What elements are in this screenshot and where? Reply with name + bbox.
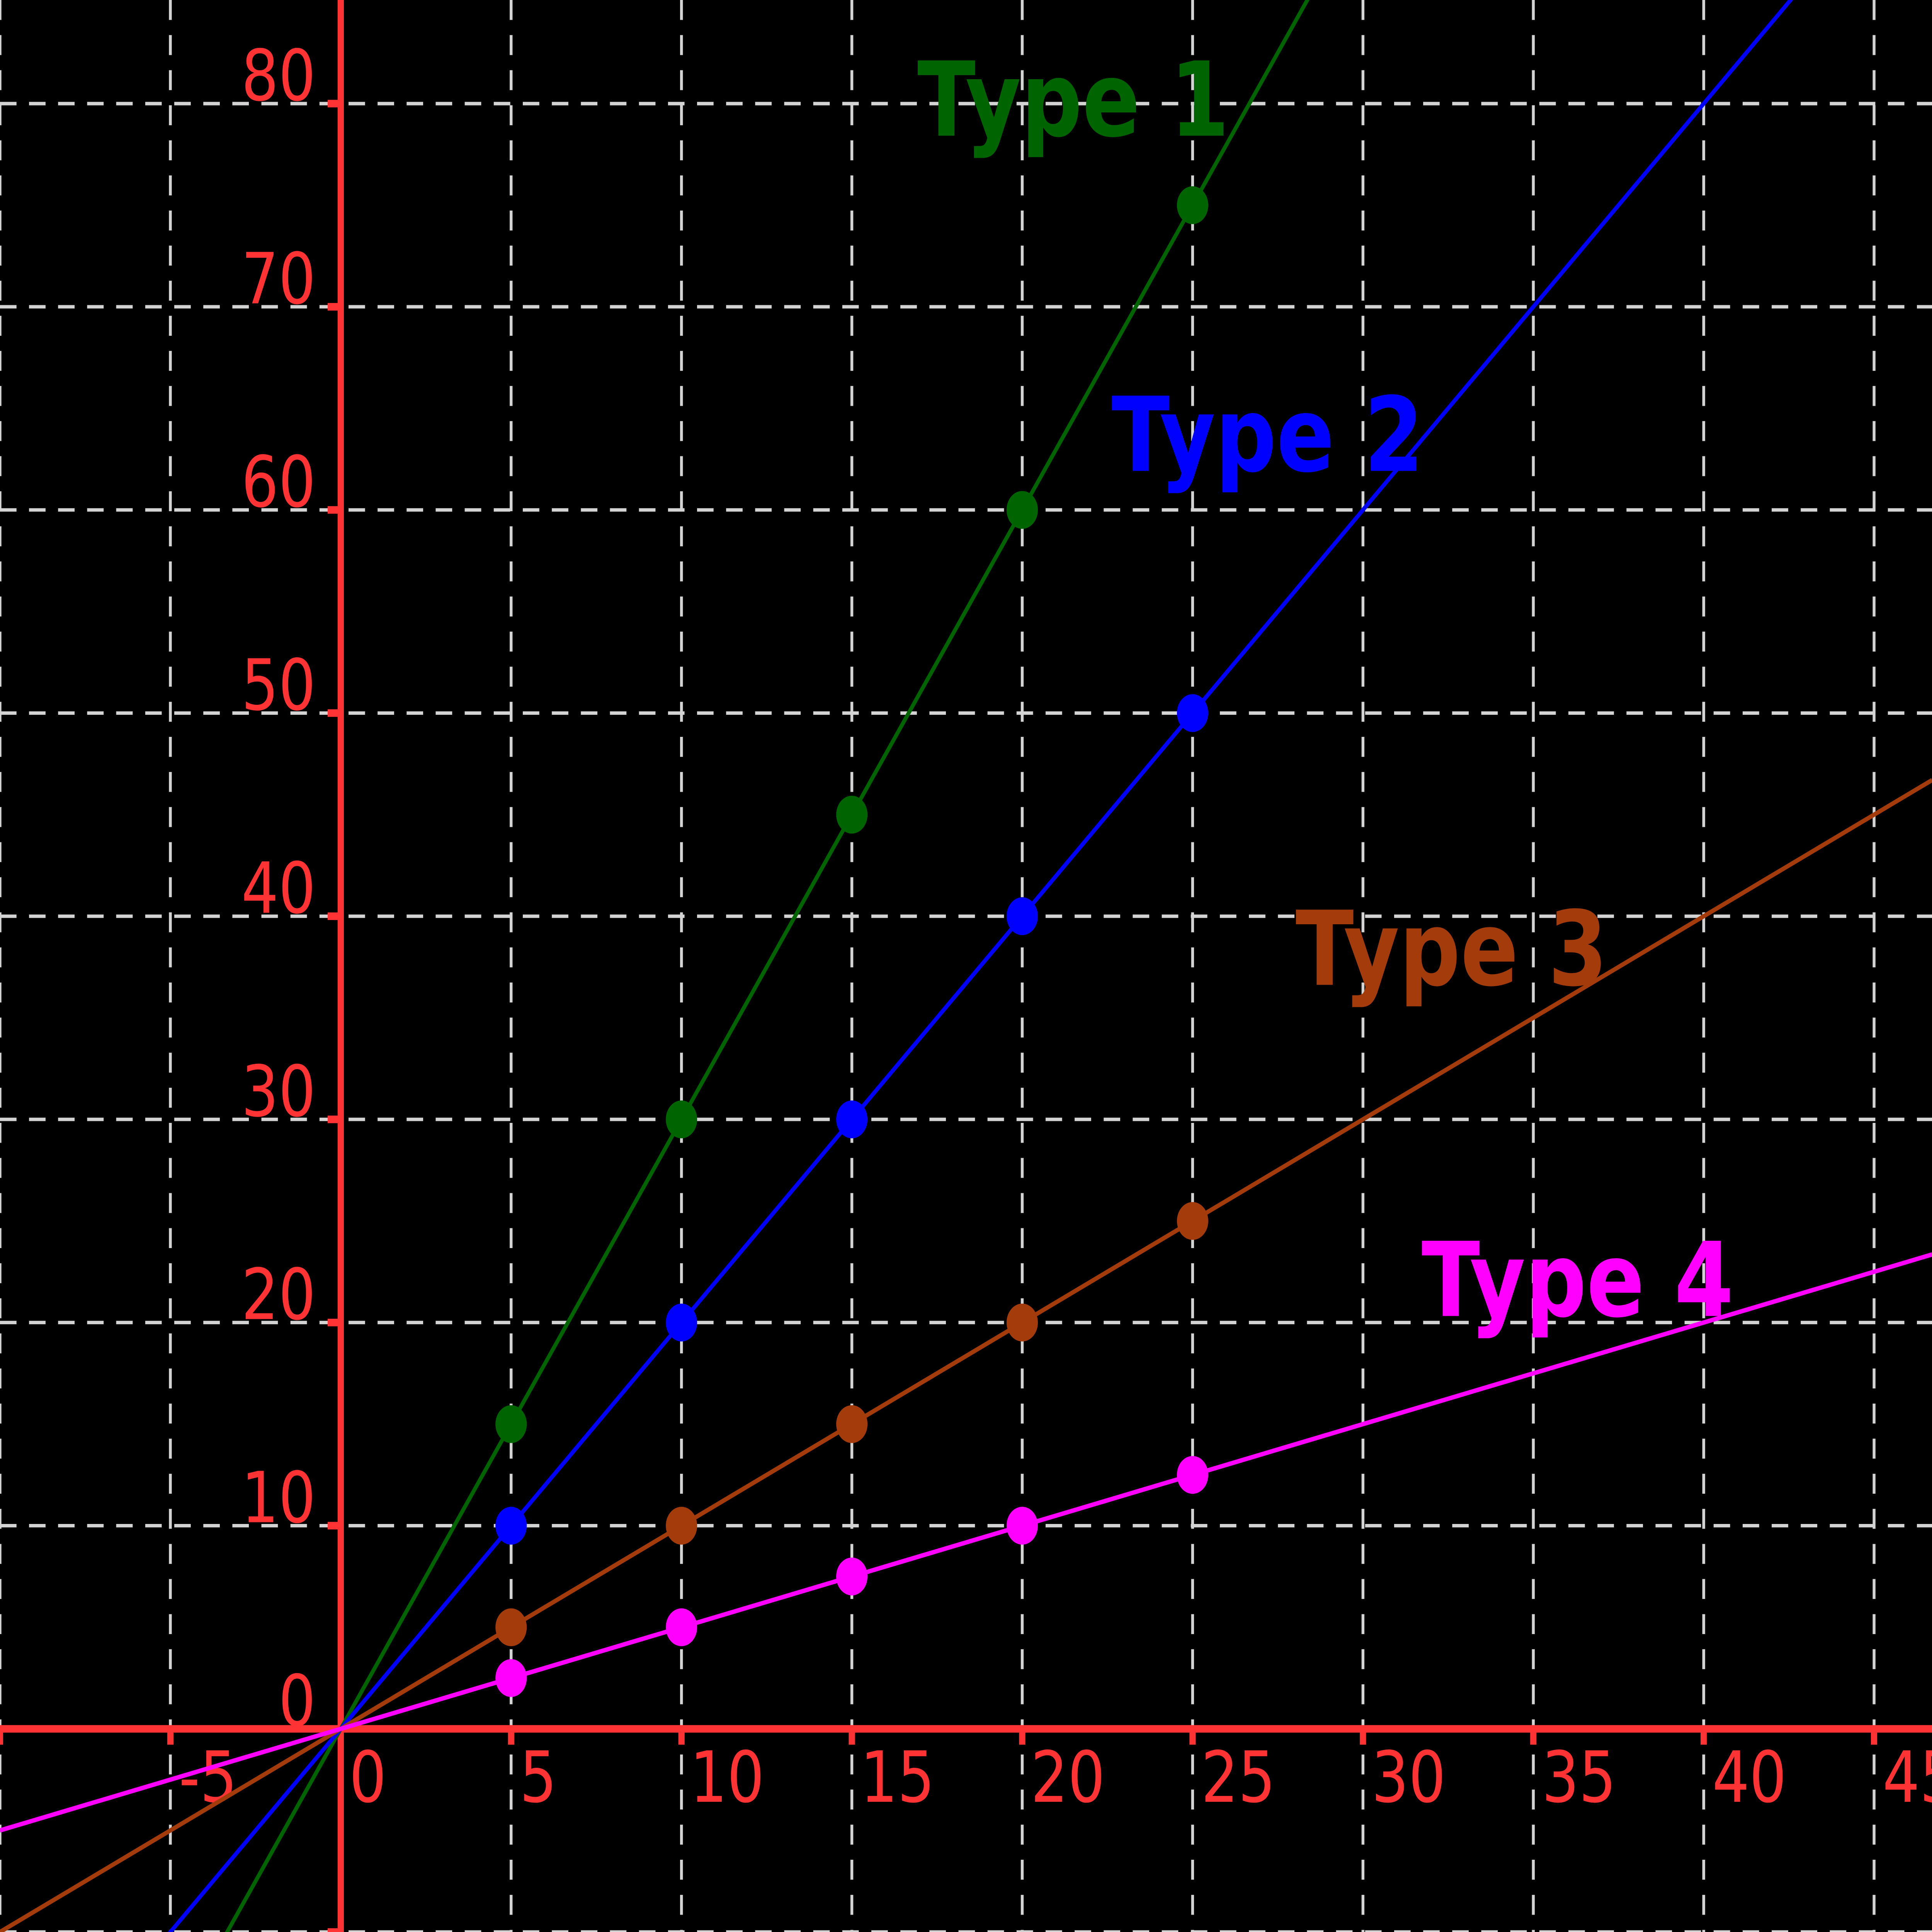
data-point-type-4-15 (836, 1557, 868, 1595)
data-point-type-2-25 (1177, 694, 1208, 732)
x-tick-label-0: 0 (349, 1736, 386, 1819)
legend-label-4: Type 4 (1422, 1220, 1734, 1340)
data-point-type-4-20 (1006, 1507, 1038, 1545)
data-point-type-1-5 (495, 1405, 527, 1443)
x-tick-label-45: 45 (1883, 1736, 1932, 1819)
data-point-type-1-25 (1177, 186, 1208, 224)
data-point-type-3-25 (1177, 1202, 1208, 1240)
data-point-type-2-15 (836, 1100, 868, 1138)
data-point-type-3-10 (666, 1507, 697, 1545)
x-tick-label-25: 25 (1201, 1736, 1276, 1819)
data-point-type-3-15 (836, 1405, 868, 1443)
data-point-type-1-20 (1006, 491, 1038, 529)
x-tick-label-10: 10 (690, 1736, 764, 1819)
data-point-type-4-5 (495, 1659, 527, 1697)
legend-label-1: Type 1 (917, 40, 1230, 160)
x-tick-label-20: 20 (1031, 1736, 1105, 1819)
y-tick-label-70: 70 (242, 238, 316, 320)
x-tick-label-40: 40 (1712, 1736, 1786, 1819)
tick-labels: -5 0 5 10 15 20 25 30 35 40 45 0 10 20 30 40 50 60 70 80 (179, 34, 1932, 1818)
y-tick-label-40: 40 (242, 847, 316, 930)
legend-label-2: Type 2 (1112, 375, 1424, 495)
x-tick-label--5: -5 (179, 1736, 237, 1819)
data-point-type-1-10 (666, 1100, 697, 1138)
data-point-type-1-15 (836, 796, 868, 834)
x-tick-label-5: 5 (520, 1736, 557, 1819)
x-tick-label-30: 30 (1371, 1736, 1446, 1819)
tick-marks (0, 100, 1878, 1932)
y-tick-label-60: 60 (242, 441, 316, 524)
x-tick-label-15: 15 (861, 1736, 935, 1819)
y-tick-label-0: 0 (279, 1660, 316, 1742)
y-tick-label-10: 10 (242, 1457, 316, 1539)
data-point-type-3-20 (1006, 1303, 1038, 1342)
series-type-4: Type 4 (0, 1220, 1932, 1833)
data-point-type-4-25 (1177, 1456, 1208, 1494)
data-point-type-2-5 (495, 1507, 527, 1545)
y-tick-label-50: 50 (242, 644, 316, 727)
data-point-type-2-10 (666, 1303, 697, 1342)
legend-label-3: Type 3 (1296, 889, 1608, 1009)
data-point-type-3-5 (495, 1608, 527, 1646)
data-point-type-2-20 (1006, 897, 1038, 935)
x-tick-label-35: 35 (1542, 1736, 1616, 1819)
data-point-type-4-10 (666, 1608, 697, 1646)
series-line-4 (0, 1252, 1932, 1833)
series-type-3: Type 3 (0, 778, 1932, 1932)
y-tick-label-80: 80 (242, 34, 316, 117)
y-tick-label-20: 20 (242, 1253, 316, 1336)
y-tick-label-30: 30 (242, 1050, 316, 1133)
series-line-3 (0, 778, 1932, 1932)
